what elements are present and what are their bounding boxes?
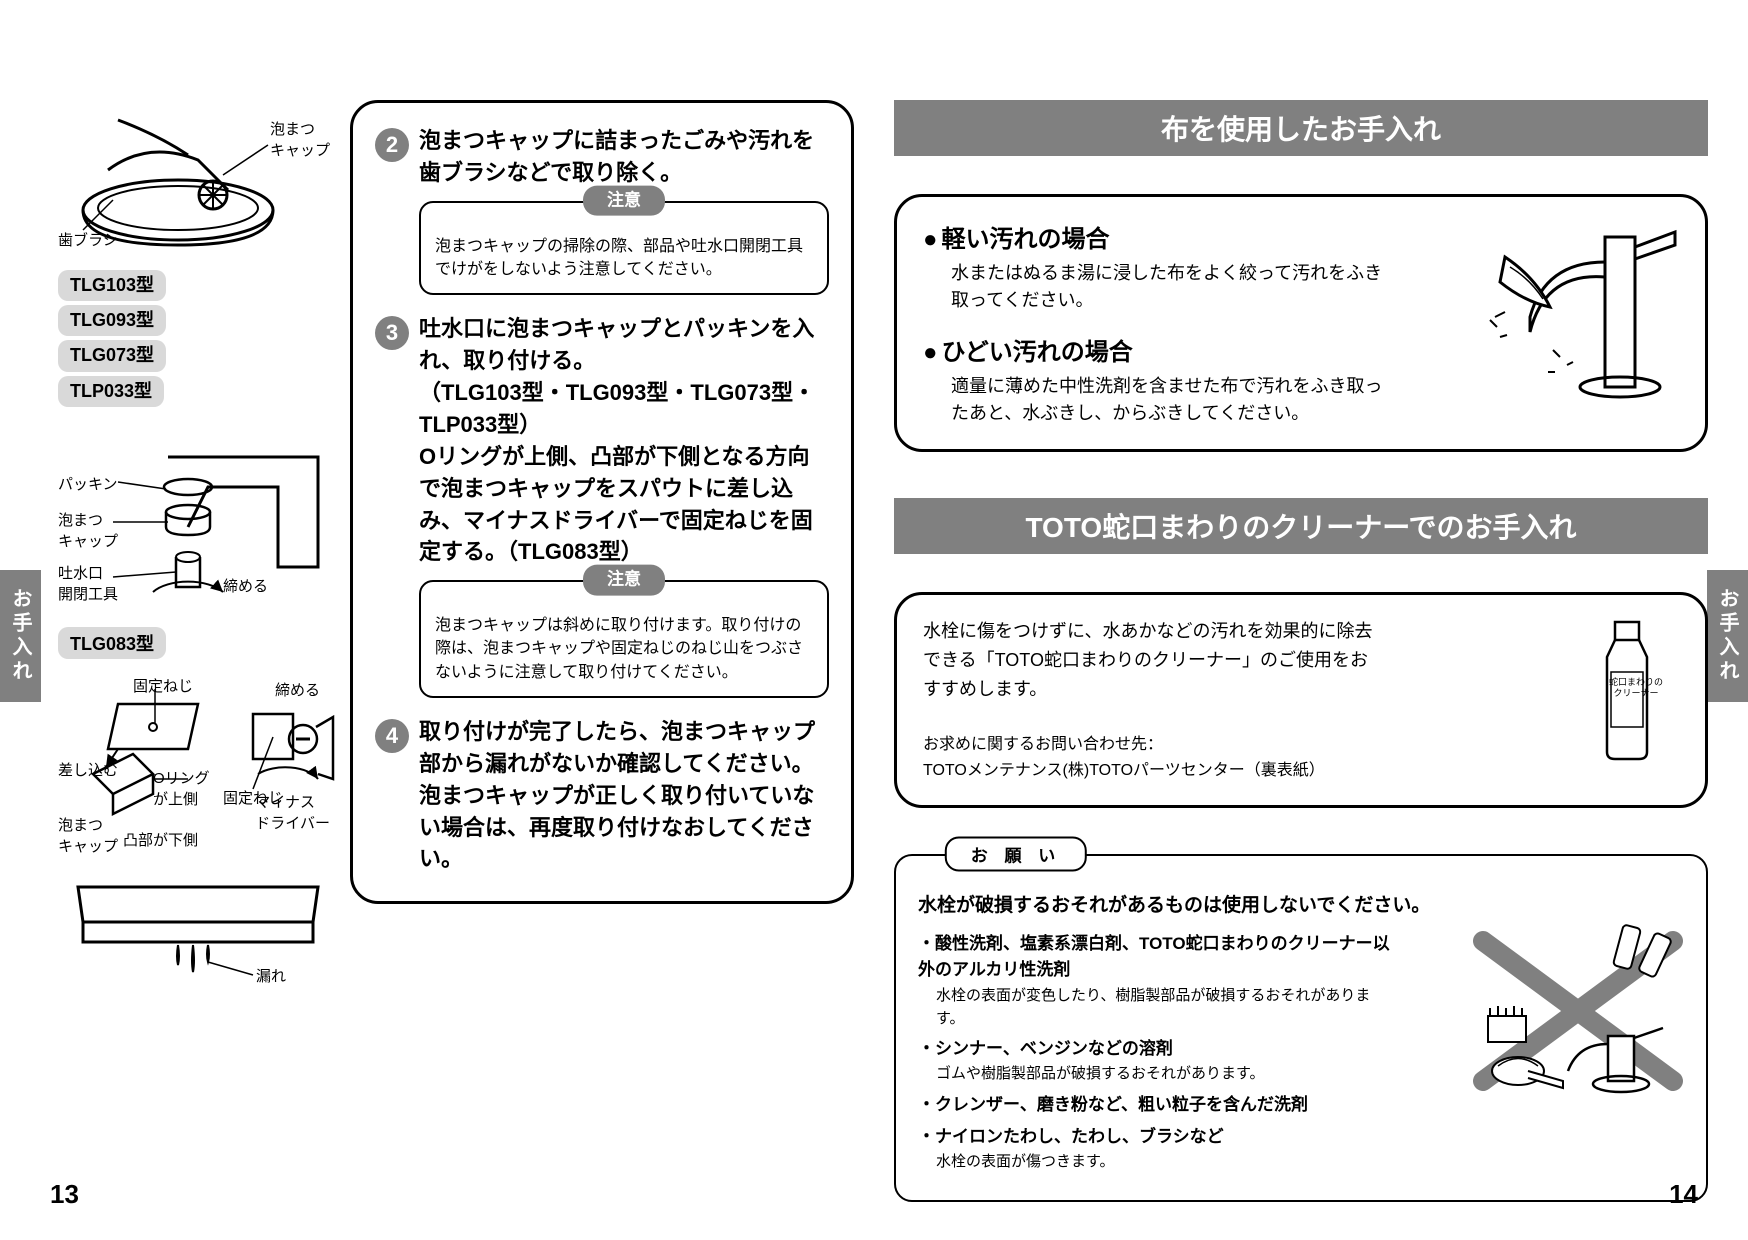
- label-packing: パッキン: [58, 473, 118, 494]
- illus-leak: 漏れ: [58, 867, 330, 997]
- warning-list: 酸性洗剤、塩素系漂白剤、TOTO蛇口まわりのクリーナー以外のアルカリ性洗剤 水栓…: [918, 931, 1393, 1174]
- model-badge: TLG103型: [58, 270, 166, 301]
- side-tab-left: お手入れ: [0, 570, 41, 702]
- side-tab-right: お手入れ: [1707, 570, 1748, 702]
- warn-item-sub: ゴムや樹脂製部品が破損するおそれがあります。: [936, 1062, 1393, 1085]
- label-cap: 泡まつ キャップ: [270, 118, 330, 160]
- subbody-light-dirt: 水またはぬるま湯に浸した布をよく絞って汚れをふき取ってください。: [951, 260, 1392, 314]
- warning-box: お 願 い 水栓が破損するおそれがあるものは使用しないでください。 酸性洗剤、塩…: [894, 854, 1708, 1201]
- warn-item-head: ナイロンたわし、たわし、ブラシなど: [918, 1124, 1393, 1150]
- cleaner-contact-label: お求めに関するお問い合わせ先：: [923, 732, 1377, 758]
- label-leak: 漏れ: [256, 965, 286, 986]
- warn-item-sub: 水栓の表面が傷つきます。: [936, 1150, 1393, 1173]
- warn-item-sub: 水栓の表面が変色したり、樹脂製部品が破損するおそれがあります。: [936, 984, 1393, 1031]
- caution-box: 注意 泡まつキャップは斜めに取り付けます。取り付けの際は、泡まつキャップや固定ね…: [419, 580, 829, 698]
- warn-item: クレンザー、磨き粉など、粗い粒子を含んだ洗剤: [918, 1092, 1393, 1118]
- step-2: 2 泡まつキャップに詰まったごみや汚れを歯ブラシなどで取り除く。 注意 泡まつキ…: [375, 125, 829, 295]
- label-tighten: 締める: [223, 575, 268, 596]
- label-cap: 泡まつ キャップ: [58, 814, 118, 856]
- model-badge: TLG093型: [58, 305, 166, 336]
- label-convex: 凸部が下側: [123, 829, 198, 850]
- model-badges-group1: TLG103型 TLG093型 TLG073型 TLP033型: [58, 268, 330, 409]
- caution-body: 泡まつキャップは斜めに取り付けます。取り付けの際は、泡まつキャップや固定ねじのね…: [435, 617, 803, 680]
- model-badges-group2: TLG083型: [58, 625, 330, 661]
- section-cloth-box: 軽い汚れの場合 水またはぬるま湯に浸した布をよく絞って汚れをふき取ってください。…: [894, 194, 1708, 452]
- step-number-icon: 2: [375, 128, 409, 162]
- subbody-heavy-dirt: 適量に薄めた中性洗剤を含ませた布で汚れをふき取ったあと、水ぶきし、からぶきしてく…: [951, 373, 1392, 427]
- page-number-left: 13: [50, 1179, 79, 1210]
- step-4: 4 取り付けが完了したら、泡まつキャップ部から漏れがないか確認してください。泡ま…: [375, 716, 829, 875]
- steps-column: 2 泡まつキャップに詰まったごみや汚れを歯ブラシなどで取り除く。 注意 泡まつキ…: [350, 100, 854, 1180]
- label-oring: Oリング が上側: [153, 767, 210, 809]
- warning-label: お 願 い: [945, 837, 1087, 872]
- label-fixscrew: 固定ねじ: [133, 675, 193, 696]
- illustration-column: 泡まつ キャップ 歯ブラシ TLG103型 TLG093型 TLG073型 TL…: [40, 100, 330, 1180]
- section-cleaner-box: 水栓に傷をつけずに、水あかなどの汚れを効果的に除去できる「TOTO蛇口まわりのク…: [894, 592, 1708, 808]
- cleaner-contact-body: TOTOメンテナンス(株)TOTOパーツセンター（裏表紙）: [923, 758, 1377, 784]
- label-brush: 歯ブラシ: [58, 229, 118, 250]
- label-tool: 吐水口 開閉工具: [58, 562, 118, 604]
- caution-label: 注意: [583, 185, 665, 216]
- label-tighten: 締める: [275, 679, 320, 700]
- model-badge: TLG073型: [58, 340, 166, 371]
- subhead-light-dirt: 軽い汚れの場合: [923, 219, 1392, 254]
- step-number-icon: 3: [375, 316, 409, 350]
- page-left: 泡まつ キャップ 歯ブラシ TLG103型 TLG093型 TLG073型 TL…: [40, 100, 874, 1180]
- warn-item: ナイロンたわし、たわし、ブラシなど 水栓の表面が傷つきます。: [918, 1124, 1393, 1174]
- caution-box: 注意 泡まつキャップの掃除の際、部品や吐水口開閉工具でけがをしないよう注意してく…: [419, 201, 829, 295]
- label-insert: 差し込む: [58, 759, 118, 780]
- section-title-cloth: 布を使用したお手入れ: [894, 100, 1708, 156]
- model-badge: TLP033型: [58, 376, 164, 407]
- cleaner-body-1: 水栓に傷をつけずに、水あかなどの汚れを効果的に除去できる「TOTO蛇口まわりのク…: [923, 617, 1377, 703]
- illus-bowl-brush: 泡まつ キャップ 歯ブラシ: [58, 100, 330, 250]
- step-text: 泡まつキャップに詰まったごみや汚れを歯ブラシなどで取り除く。: [419, 125, 829, 189]
- section-title-cleaner: TOTO蛇口まわりのクリーナーでのお手入れ: [894, 498, 1708, 554]
- warn-item: シンナー、ベンジンなどの溶剤 ゴムや樹脂製部品が破損するおそれがあります。: [918, 1036, 1393, 1086]
- illus-tlg083: 固定ねじ 差し込む 泡まつ キャップ Oリング が上側 凸部が下側 固定ねじ 締…: [58, 679, 330, 849]
- model-badge: TLG083型: [58, 627, 166, 659]
- faucet-illustration: [1485, 217, 1685, 407]
- step-text: 吐水口に泡まつキャップとパッキンを入れ、取り付ける。: [419, 313, 829, 377]
- prohibited-x-illustration: [1468, 916, 1688, 1106]
- label-driver: マイナス ドライバー: [255, 791, 330, 833]
- warn-item-head: クレンザー、磨き粉など、粗い粒子を含んだ洗剤: [918, 1092, 1393, 1118]
- warn-item-head: 酸性洗剤、塩素系漂白剤、TOTO蛇口まわりのクリーナー以外のアルカリ性洗剤: [918, 931, 1393, 984]
- subhead-heavy-dirt: ひどい汚れの場合: [923, 332, 1392, 367]
- step-text: 取り付けが完了したら、泡まつキャップ部から漏れがないか確認してください。泡まつキ…: [419, 716, 829, 875]
- bottle-label: 蛇口まわりの クリーナー: [1609, 677, 1663, 699]
- illus-faucet-cap: パッキン 泡まつ キャップ 吐水口 開閉工具 締める: [58, 427, 330, 607]
- step-sub-body: Oリングが上側、凸部が下側となる方向で泡まつキャップをスパウトに差し込み、マイナ…: [419, 441, 829, 569]
- step-number-icon: 4: [375, 719, 409, 753]
- label-cap: 泡まつ キャップ: [58, 509, 118, 551]
- warn-item: 酸性洗剤、塩素系漂白剤、TOTO蛇口まわりのクリーナー以外のアルカリ性洗剤 水栓…: [918, 931, 1393, 1030]
- caution-body: 泡まつキャップの掃除の際、部品や吐水口開閉工具でけがをしないよう注意してください…: [435, 238, 803, 278]
- page-right: 布を使用したお手入れ 軽い汚れの場合 水またはぬるま湯に浸した布をよく絞って汚れ…: [874, 100, 1708, 1180]
- caution-label: 注意: [583, 565, 665, 596]
- warn-item-head: シンナー、ベンジンなどの溶剤: [918, 1036, 1393, 1062]
- steps-box: 2 泡まつキャップに詰まったごみや汚れを歯ブラシなどで取り除く。 注意 泡まつキ…: [350, 100, 854, 904]
- step-sub-models: （TLG103型・TLG093型・TLG073型・TLP033型）: [419, 377, 829, 441]
- step-3: 3 吐水口に泡まつキャップとパッキンを入れ、取り付ける。 （TLG103型・TL…: [375, 313, 829, 698]
